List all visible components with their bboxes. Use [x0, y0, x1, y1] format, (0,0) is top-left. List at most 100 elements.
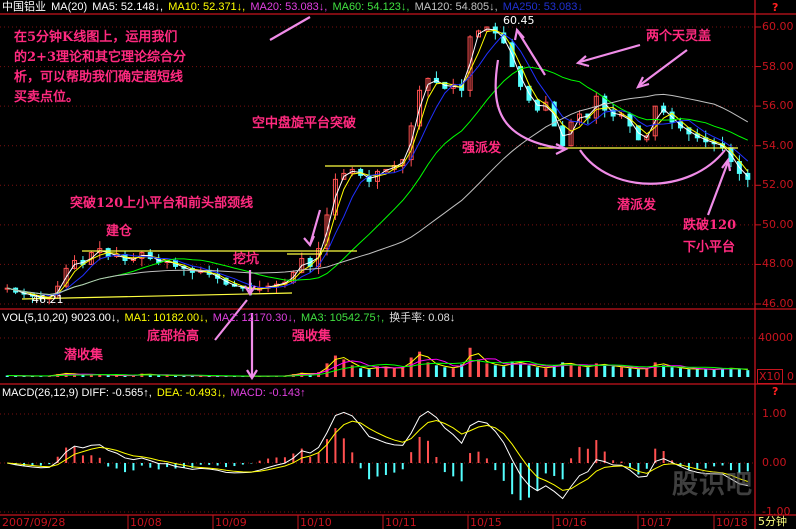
macd-tick-label: 1.00: [762, 407, 787, 420]
date-label: 2007/09/28: [2, 516, 66, 529]
volume-bar: [670, 367, 674, 377]
intro-line: 买卖点位。: [14, 90, 80, 105]
volume-bar: [443, 367, 447, 377]
help-icon[interactable]: ?: [772, 385, 779, 398]
volume-bar: [527, 365, 531, 377]
volume-bar: [157, 375, 161, 377]
volume-bar: [308, 374, 312, 377]
annotation-strong-collect: 强收集: [292, 329, 332, 344]
volume-bar: [695, 368, 699, 377]
ma120-value: MA120: 54.805↓,: [414, 1, 498, 13]
arrow-head: [555, 143, 569, 155]
volume-bar: [704, 369, 708, 377]
annotation-two-tops: 两个天灵盖: [646, 29, 712, 44]
candle: [400, 159, 406, 166]
volume-bar: [434, 365, 438, 377]
volume-bar: [569, 364, 573, 377]
date-label: 10/15: [470, 516, 502, 529]
date-label: 10/18: [716, 516, 748, 529]
date-label: 10/09: [215, 516, 247, 529]
macd-tick-label: -1.00: [762, 505, 791, 518]
indicator-name[interactable]: MA(20): [51, 1, 88, 13]
help-icon[interactable]: ?: [772, 1, 779, 14]
volume-bar: [577, 366, 581, 377]
arrow: [579, 43, 641, 64]
macd-value: MACD: -0.143↑: [230, 387, 306, 399]
volume-bar: [645, 368, 649, 377]
arrow-head: [635, 76, 650, 89]
volume-bar: [611, 366, 615, 377]
volume-bar: [426, 362, 430, 377]
volume-bar: [89, 374, 93, 377]
volume-bar: [476, 359, 480, 377]
candle: [467, 36, 473, 91]
annotation-break-below-2: 下小平台: [683, 240, 736, 255]
volume-bar: [106, 375, 110, 377]
vol-ma2: MA2: 12170.30↓,: [212, 312, 296, 324]
annotation-pit: 挖坑: [233, 252, 260, 267]
volume-bar: [603, 365, 607, 377]
vol-ma3: MA3: 10542.75↑,: [300, 312, 385, 324]
volume-bar: [190, 375, 194, 377]
ma60-line: [7, 66, 748, 295]
volume-bars: [5, 347, 750, 377]
volume-bar: [384, 367, 388, 377]
annotation-bottom-up: 底部抬高: [147, 329, 200, 344]
volume-bar: [376, 366, 379, 377]
price-tick-label: 60.00: [762, 20, 794, 33]
turnover-rate: 换手率: 0.08↓: [389, 312, 456, 324]
volume-bar: [401, 367, 405, 377]
volume-bar: [519, 363, 523, 377]
volume-bar: [552, 365, 556, 377]
annotation-air-platform: 空中盘旋平台突破: [252, 116, 357, 131]
price-tick-label: 52.00: [762, 178, 794, 192]
arrow-head: [721, 157, 732, 172]
date-label: 10/17: [640, 516, 672, 529]
ma20-line: [7, 33, 749, 297]
arrow-head: [513, 27, 525, 41]
intro-line: 的2+3理论和其它理论综合分: [14, 50, 186, 65]
ma10-line: [7, 29, 749, 298]
candle: [324, 214, 330, 250]
volume-bar: [131, 375, 135, 377]
arrow: [516, 29, 546, 76]
intro-line: 在5分钟K线图上，运用我们: [14, 30, 178, 45]
volume-bar: [535, 367, 539, 377]
candle: [408, 125, 414, 161]
ma20-value: MA20: 53.083↓,: [250, 1, 328, 13]
macd-histogram: [7, 410, 749, 501]
support-lines: [21, 147, 738, 300]
candle: [652, 105, 658, 137]
volume-bar: [746, 370, 750, 377]
volume-bar: [544, 368, 548, 377]
volume-bar: [5, 375, 9, 377]
volume-bar: [510, 361, 514, 377]
period-label[interactable]: 5分钟: [758, 515, 787, 528]
volume-bar: [502, 366, 506, 377]
arrow: [269, 16, 311, 41]
macd-tick-label: 0.00: [762, 456, 787, 469]
candle: [425, 77, 431, 91]
ma250-value: MA250: 53.083↓: [502, 1, 583, 13]
volume-unit-badge[interactable]: X10: [757, 369, 783, 384]
candle: [63, 267, 69, 287]
volume-bar: [148, 374, 152, 377]
date-label: 10/16: [555, 516, 587, 529]
volume-bar: [350, 365, 354, 377]
arrow-head: [244, 285, 256, 297]
arrow-head: [246, 369, 258, 381]
price-tick-label: 46.00: [762, 297, 794, 310]
intro-line: 析，可以帮助我们确定超短线: [14, 70, 184, 85]
candle: [299, 257, 305, 273]
annotation-build: 建仓: [106, 224, 133, 239]
candle: [475, 30, 481, 38]
volume-bar: [586, 367, 590, 377]
volume-bar: [653, 362, 657, 377]
price-tick-label: 58.00: [762, 59, 794, 73]
volume-bar: [636, 369, 640, 377]
diff-line: [7, 410, 748, 500]
price-tick-label: 56.00: [762, 99, 794, 113]
volume-bar: [460, 364, 464, 377]
volume-bar: [123, 375, 127, 377]
volume-bar: [678, 368, 682, 377]
